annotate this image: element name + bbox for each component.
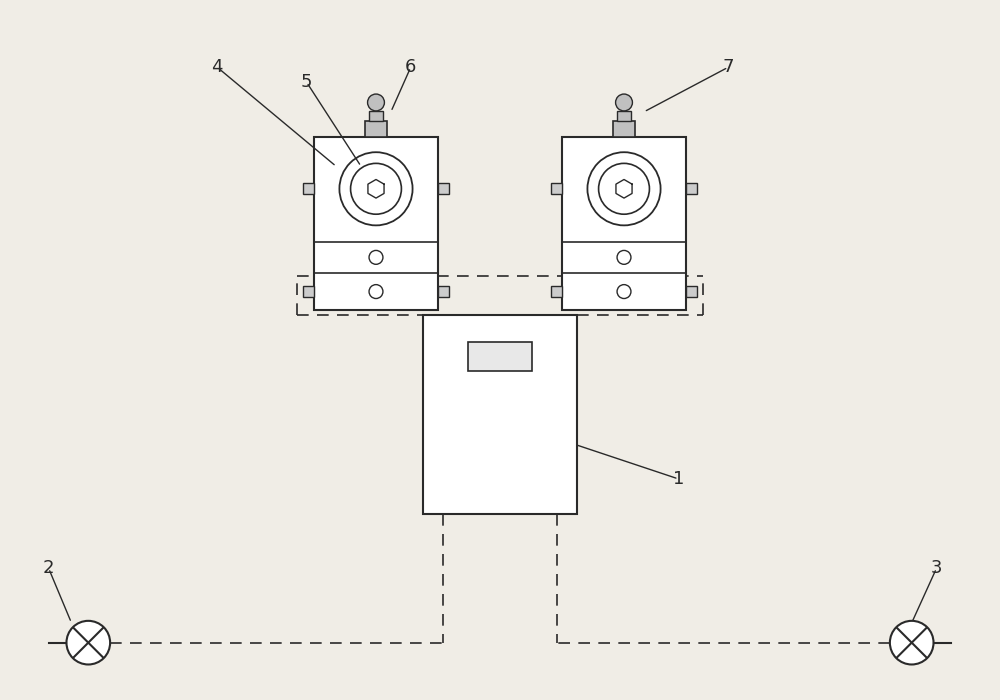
Circle shape bbox=[369, 285, 383, 298]
Circle shape bbox=[890, 621, 934, 664]
Circle shape bbox=[599, 163, 649, 214]
Bar bbox=[365, 121, 387, 136]
Bar bbox=[438, 286, 449, 298]
Circle shape bbox=[351, 163, 401, 214]
Bar bbox=[303, 183, 314, 195]
Text: 6: 6 bbox=[405, 58, 416, 76]
Circle shape bbox=[339, 152, 413, 225]
Bar bbox=[423, 315, 577, 514]
Polygon shape bbox=[616, 179, 632, 198]
Circle shape bbox=[368, 94, 384, 111]
Bar bbox=[562, 136, 686, 310]
Circle shape bbox=[617, 285, 631, 298]
Text: 2: 2 bbox=[43, 559, 54, 578]
Text: 7: 7 bbox=[722, 58, 734, 76]
Circle shape bbox=[617, 251, 631, 265]
Circle shape bbox=[587, 152, 661, 225]
Bar bbox=[438, 183, 449, 195]
Bar bbox=[686, 286, 697, 298]
Text: 1: 1 bbox=[673, 470, 684, 488]
Circle shape bbox=[616, 94, 632, 111]
Circle shape bbox=[369, 251, 383, 265]
Text: 5: 5 bbox=[301, 73, 312, 91]
Text: 3: 3 bbox=[931, 559, 942, 578]
Bar bbox=[468, 342, 532, 371]
Polygon shape bbox=[368, 179, 384, 198]
Bar bbox=[314, 136, 438, 310]
Bar bbox=[303, 286, 314, 298]
Bar bbox=[613, 121, 635, 136]
Bar bbox=[369, 111, 383, 121]
Text: 4: 4 bbox=[212, 58, 223, 76]
Circle shape bbox=[66, 621, 110, 664]
Bar bbox=[551, 286, 562, 298]
Bar bbox=[551, 183, 562, 195]
Bar bbox=[617, 111, 631, 121]
Bar bbox=[686, 183, 697, 195]
